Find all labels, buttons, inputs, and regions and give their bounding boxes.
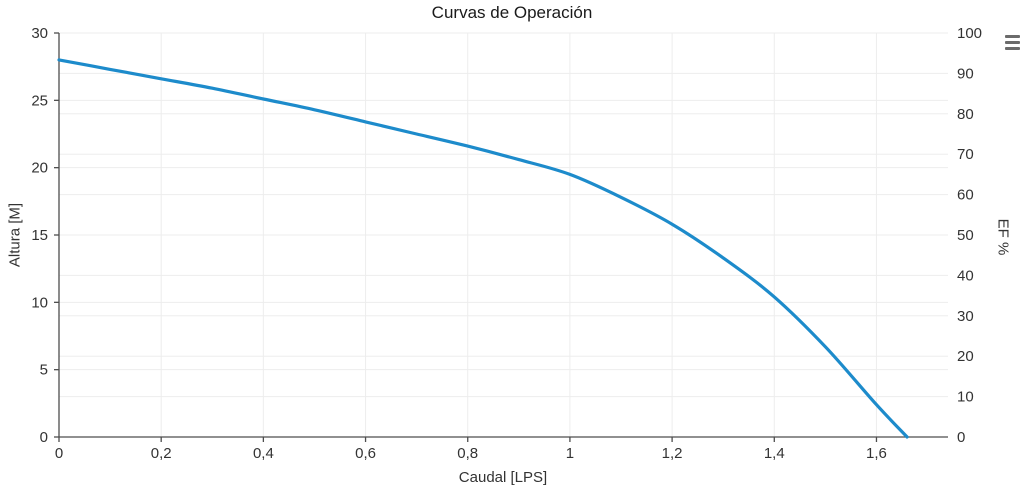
x-tick-label: 1,2 (662, 445, 683, 462)
y-tick-label-left: 0 (40, 429, 48, 446)
y-tick-label-right: 100 (957, 25, 982, 42)
y-tick-label-right: 40 (957, 267, 974, 284)
y-axis-left-label: Altura [M] (6, 202, 24, 268)
y-tick-label-right: 10 (957, 389, 974, 406)
y-tick-label-left: 15 (31, 227, 48, 244)
y-tick-label-right: 60 (957, 187, 974, 204)
x-tick-label: 1,4 (764, 445, 785, 462)
x-axis-label: Caudal [LPS] (458, 469, 548, 486)
y-axis-right-label: EF % (994, 218, 1012, 256)
curve-altura[interactable] (57, 58, 909, 439)
x-tick-label: 1,6 (866, 445, 887, 462)
y-tick-label-right: 50 (957, 227, 974, 244)
x-tick-label: 0,2 (151, 445, 172, 462)
x-tick-label: 0 (55, 445, 63, 462)
y-tick-label-right: 70 (957, 146, 974, 163)
chart-title: Curvas de Operación (431, 3, 593, 22)
y-tick-label-right: 90 (957, 65, 974, 82)
y-tick-label-right: 30 (957, 308, 974, 325)
y-tick-label-left: 10 (31, 294, 48, 311)
x-tick-label: 0,8 (457, 445, 478, 462)
y-tick-label-left: 20 (31, 160, 48, 177)
y-tick-label-right: 80 (957, 106, 974, 123)
x-tick-label: 0,6 (355, 445, 376, 462)
x-tick-label: 1 (566, 445, 574, 462)
y-tick-label-left: 5 (40, 362, 48, 379)
y-tick-label-left: 30 (31, 25, 48, 42)
x-tick-label: 0,4 (253, 445, 274, 462)
y-tick-label-right: 0 (957, 429, 965, 446)
y-tick-label-right: 20 (957, 348, 974, 365)
y-tick-label-left: 25 (31, 92, 48, 109)
chart-context-menu-button[interactable] (1003, 30, 1022, 55)
